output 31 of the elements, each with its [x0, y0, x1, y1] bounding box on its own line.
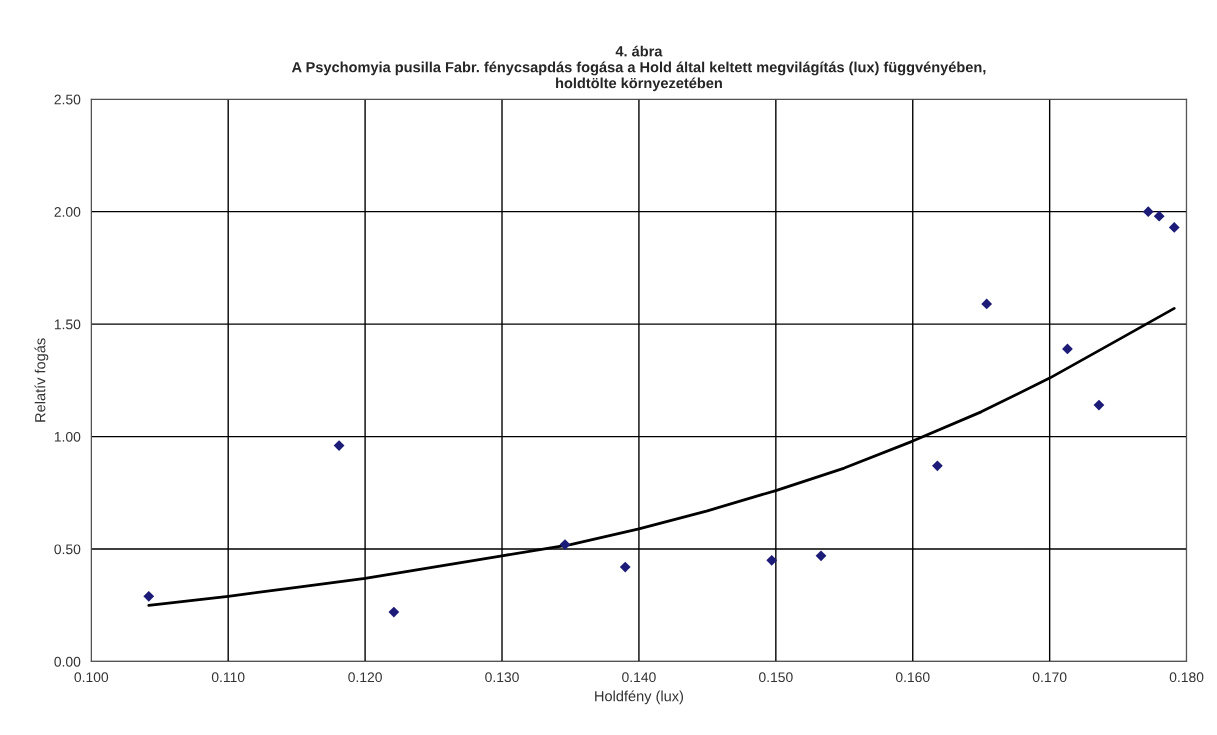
y-tick-label: 2.00	[54, 207, 81, 217]
point	[1142, 206, 1154, 218]
x-tick-label: 0.170	[1032, 672, 1067, 683]
point	[1093, 399, 1105, 411]
point	[333, 440, 345, 451]
point	[388, 606, 400, 618]
point	[932, 460, 943, 472]
x-tick-label: 0.100	[74, 672, 109, 683]
point	[815, 550, 827, 562]
x-tick-label: 0.180	[1169, 672, 1204, 683]
y-axis-title: Relatív fogás	[34, 338, 49, 422]
x-tick-label: 0.110	[211, 672, 245, 683]
y-tick-label: 0.00	[54, 656, 81, 667]
x-axis-title: Holdfény (lux)	[595, 690, 683, 705]
point	[619, 561, 631, 573]
y-tick-label: 1.50	[54, 319, 81, 330]
y-tick-label: 2.50	[54, 94, 81, 105]
x-tick-label: 0.140	[622, 672, 656, 683]
x-tick-label: 0.160	[895, 672, 930, 683]
point	[1153, 210, 1165, 222]
x-tick-label: 0.150	[759, 672, 793, 683]
point	[766, 554, 778, 566]
point	[143, 590, 155, 602]
point	[1168, 222, 1180, 233]
chart-title: 4. ábra A Psychomyia pusilla Fabr. fénycsapdás fogása a Hold által keltett megvilágítás (lux) függvényében, holdtölte környezetében	[291, 45, 986, 92]
x-tick-label: 0.120	[348, 672, 382, 683]
point	[981, 298, 993, 310]
y-tick-label: 1.00	[54, 431, 81, 442]
point	[1062, 343, 1073, 355]
x-tick-label: 0.130	[485, 672, 519, 683]
y-tick-label: 0.50	[54, 544, 81, 555]
